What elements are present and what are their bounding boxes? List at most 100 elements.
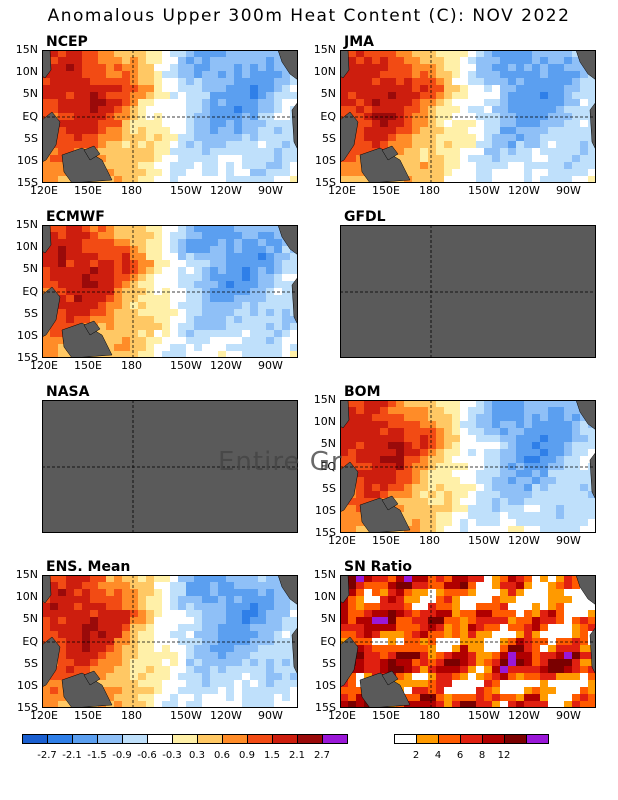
field-cell xyxy=(178,589,187,597)
field-cell xyxy=(218,694,227,702)
field-cell xyxy=(380,463,389,471)
field-cell xyxy=(194,309,203,317)
field-cell xyxy=(242,302,251,310)
field-cell xyxy=(282,624,291,632)
field-cell xyxy=(266,281,275,289)
field-cell xyxy=(242,274,251,282)
field-cell xyxy=(444,680,453,688)
field-cell xyxy=(404,134,413,142)
field-cell xyxy=(428,645,437,653)
field-cell xyxy=(186,302,195,310)
map-bom xyxy=(340,400,596,533)
field-cell xyxy=(178,78,187,86)
field-cell xyxy=(266,113,275,121)
field-cell xyxy=(364,673,373,681)
field-cell xyxy=(242,582,251,590)
field-cell xyxy=(58,673,67,681)
field-cell xyxy=(548,694,557,702)
field-cell xyxy=(580,463,589,471)
field-cell xyxy=(74,99,83,107)
field-cell xyxy=(356,687,365,695)
field-cell xyxy=(234,92,243,100)
field-cell xyxy=(146,701,155,708)
field-cell xyxy=(202,288,211,296)
field-cell xyxy=(58,652,67,660)
field-cell xyxy=(556,603,565,611)
field-cell xyxy=(540,526,549,533)
field-cell xyxy=(218,680,227,688)
field-cell xyxy=(484,134,493,142)
field-cell xyxy=(218,631,227,639)
field-cell xyxy=(476,666,485,674)
field-cell xyxy=(258,645,267,653)
field-cell xyxy=(266,50,275,58)
field-cell xyxy=(154,645,163,653)
field-cell xyxy=(98,575,107,583)
field-cell xyxy=(42,267,51,275)
field-cell xyxy=(258,617,267,625)
field-cell xyxy=(380,603,389,611)
field-cell xyxy=(572,442,581,450)
field-cell xyxy=(364,64,373,72)
field-cell xyxy=(556,659,565,667)
field-cell xyxy=(516,505,525,513)
field-cell xyxy=(274,652,283,660)
field-cell xyxy=(106,57,115,65)
field-cell xyxy=(580,526,589,533)
field-cell xyxy=(186,71,195,79)
lat-tick-label: 15S xyxy=(17,351,38,364)
field-cell xyxy=(90,582,99,590)
field-cell xyxy=(420,78,429,86)
field-cell xyxy=(138,344,147,352)
field-cell xyxy=(548,491,557,499)
field-cell xyxy=(202,652,211,660)
field-cell xyxy=(114,57,123,65)
field-cell xyxy=(436,603,445,611)
field-cell xyxy=(564,603,573,611)
field-cell xyxy=(572,421,581,429)
panel-label: ECMWF xyxy=(46,209,105,225)
field-cell xyxy=(580,603,589,611)
field-cell xyxy=(436,645,445,653)
field-cell xyxy=(226,176,235,183)
field-cell xyxy=(500,57,509,65)
field-cell xyxy=(242,169,251,177)
colorbar-tick-label: 2.1 xyxy=(289,750,305,761)
field-cell xyxy=(484,155,493,163)
field-cell xyxy=(396,134,405,142)
field-cell xyxy=(388,582,397,590)
field-cell xyxy=(138,232,147,240)
field-cell xyxy=(250,624,259,632)
field-cell xyxy=(58,295,67,303)
field-cell xyxy=(250,596,259,604)
field-cell xyxy=(250,652,259,660)
field-cell xyxy=(420,148,429,156)
field-cell xyxy=(468,484,477,492)
field-cell xyxy=(162,113,171,121)
field-cell xyxy=(556,687,565,695)
field-cell xyxy=(532,176,541,183)
field-cell xyxy=(178,232,187,240)
field-cell xyxy=(138,295,147,303)
field-cell xyxy=(428,106,437,114)
field-cell xyxy=(524,85,533,93)
field-cell xyxy=(258,316,267,324)
field-cell xyxy=(452,645,461,653)
field-cell xyxy=(436,78,445,86)
field-cell xyxy=(42,687,51,695)
sn-colorbar: 2 4 6 8 12 xyxy=(394,734,549,764)
field-cell xyxy=(380,78,389,86)
colorbar-tick-label: -1.5 xyxy=(87,750,107,761)
field-cell xyxy=(138,645,147,653)
field-cell xyxy=(564,701,573,708)
field-cell xyxy=(234,99,243,107)
field-cell xyxy=(50,106,59,114)
field-cell xyxy=(242,680,251,688)
field-cell xyxy=(468,666,477,674)
field-cell xyxy=(444,155,453,163)
field-cell xyxy=(444,491,453,499)
field-cell xyxy=(114,169,123,177)
field-cell xyxy=(404,400,413,408)
field-cell xyxy=(516,617,525,625)
field-cell xyxy=(98,71,107,79)
